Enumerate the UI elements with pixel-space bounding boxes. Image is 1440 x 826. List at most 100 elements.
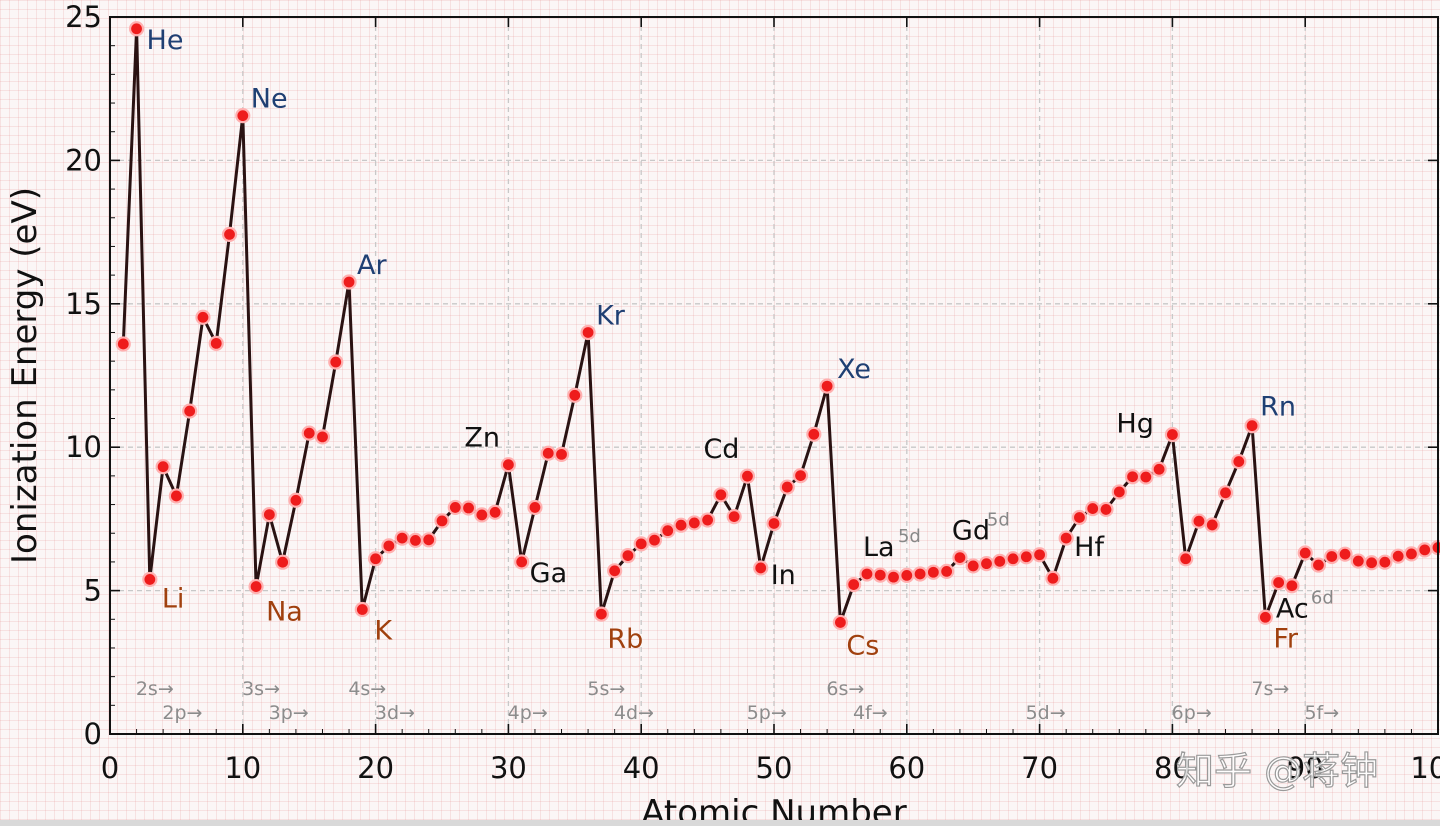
x-tick-label: 0 bbox=[101, 751, 119, 785]
data-point bbox=[1337, 546, 1353, 562]
x-tick-label: 40 bbox=[623, 751, 660, 785]
data-point bbox=[328, 354, 344, 370]
orbital-label: 4d→ bbox=[614, 702, 654, 724]
y-tick-label: 5 bbox=[84, 574, 102, 608]
data-point bbox=[832, 614, 849, 631]
data-point bbox=[1231, 453, 1247, 470]
data-point bbox=[221, 226, 238, 242]
data-point bbox=[500, 457, 516, 473]
data-point bbox=[1164, 426, 1181, 443]
data-point bbox=[368, 551, 384, 567]
y-tick-label: 0 bbox=[84, 717, 102, 751]
data-point bbox=[514, 554, 530, 570]
data-point bbox=[726, 509, 742, 525]
data-point bbox=[660, 523, 676, 539]
data-point bbox=[1098, 501, 1114, 518]
x-tick-label: 70 bbox=[1021, 751, 1058, 785]
data-point bbox=[1018, 549, 1034, 565]
orbital-label: 3s→ bbox=[242, 678, 280, 700]
orbital-label: 4s→ bbox=[348, 678, 386, 700]
data-point bbox=[447, 499, 463, 516]
data-point bbox=[1204, 517, 1220, 533]
data-point bbox=[301, 425, 317, 441]
data-point bbox=[195, 309, 211, 325]
data-point bbox=[1284, 578, 1300, 594]
orbital-label: 2s→ bbox=[136, 678, 174, 700]
element-label-cs: Cs bbox=[846, 630, 879, 661]
data-point bbox=[1111, 484, 1127, 500]
x-tick-label: 100 bbox=[1410, 751, 1440, 785]
data-point bbox=[1350, 553, 1366, 569]
data-point bbox=[912, 566, 928, 582]
data-point bbox=[115, 336, 131, 352]
data-point bbox=[1124, 469, 1141, 485]
data-point bbox=[620, 548, 636, 564]
series-line bbox=[121, 27, 1440, 624]
data-point bbox=[1377, 554, 1393, 570]
element-label-li: Li bbox=[162, 583, 185, 614]
element-label-k: K bbox=[374, 616, 393, 647]
data-point bbox=[128, 21, 145, 37]
data-point bbox=[607, 563, 623, 579]
orbital-label: 2p→ bbox=[162, 702, 202, 724]
data-point bbox=[580, 324, 596, 341]
element-sup-gd: 5d bbox=[987, 510, 1010, 531]
orbital-label: 5d→ bbox=[1026, 702, 1066, 724]
x-tick-label: 60 bbox=[888, 751, 925, 785]
data-point bbox=[1058, 530, 1074, 546]
data-point bbox=[235, 108, 251, 124]
data-point bbox=[354, 601, 370, 618]
element-label-la: La bbox=[863, 532, 895, 563]
data-point bbox=[1244, 418, 1260, 434]
plot-frame bbox=[109, 16, 1439, 735]
grid-lines bbox=[110, 17, 1438, 734]
x-tick-label: 10 bbox=[224, 751, 261, 785]
data-point bbox=[646, 532, 663, 548]
x-tick-label: 90 bbox=[1287, 751, 1324, 785]
element-label-ar: Ar bbox=[357, 250, 387, 281]
data-point bbox=[806, 426, 822, 442]
data-point bbox=[1271, 574, 1287, 591]
data-point bbox=[899, 567, 915, 583]
data-point bbox=[885, 569, 902, 585]
element-sup-la: 5d bbox=[898, 526, 921, 547]
data-point bbox=[1297, 545, 1313, 561]
x-tick-label: 30 bbox=[490, 751, 527, 785]
x-tick-label: 20 bbox=[357, 751, 394, 785]
data-point bbox=[1417, 542, 1433, 558]
element-label-rn: Rn bbox=[1260, 392, 1296, 423]
data-point bbox=[779, 479, 795, 495]
data-point bbox=[208, 335, 224, 351]
data-point bbox=[686, 515, 702, 531]
orbital-label: 5f→ bbox=[1304, 702, 1339, 724]
data-point bbox=[699, 512, 716, 528]
data-point bbox=[314, 429, 331, 445]
y-tick-label: 20 bbox=[65, 143, 102, 177]
element-label-ne: Ne bbox=[251, 84, 288, 115]
element-label-kr: Kr bbox=[596, 300, 626, 331]
bottom-scrollbar bbox=[0, 820, 1440, 826]
data-point bbox=[1151, 461, 1167, 477]
y-tick-label: 25 bbox=[65, 0, 102, 34]
data-point bbox=[819, 378, 835, 394]
data-point bbox=[394, 530, 410, 546]
data-point bbox=[1363, 555, 1380, 571]
data-point bbox=[434, 513, 450, 529]
element-label-na: Na bbox=[266, 597, 303, 628]
data-point bbox=[792, 467, 809, 484]
element-label-hg: Hg bbox=[1116, 409, 1153, 440]
data-markers bbox=[115, 21, 1440, 631]
element-label-ga: Ga bbox=[530, 558, 567, 589]
data-point bbox=[1178, 551, 1194, 567]
data-point bbox=[1071, 509, 1088, 526]
element-sup-ac: 6d bbox=[1311, 588, 1334, 609]
data-point bbox=[992, 553, 1008, 569]
data-point bbox=[859, 566, 875, 582]
data-point bbox=[275, 554, 291, 570]
element-label-rb: Rb bbox=[607, 624, 643, 655]
data-point bbox=[421, 532, 437, 548]
y-tick-label: 10 bbox=[65, 430, 102, 464]
data-point bbox=[1138, 469, 1154, 485]
